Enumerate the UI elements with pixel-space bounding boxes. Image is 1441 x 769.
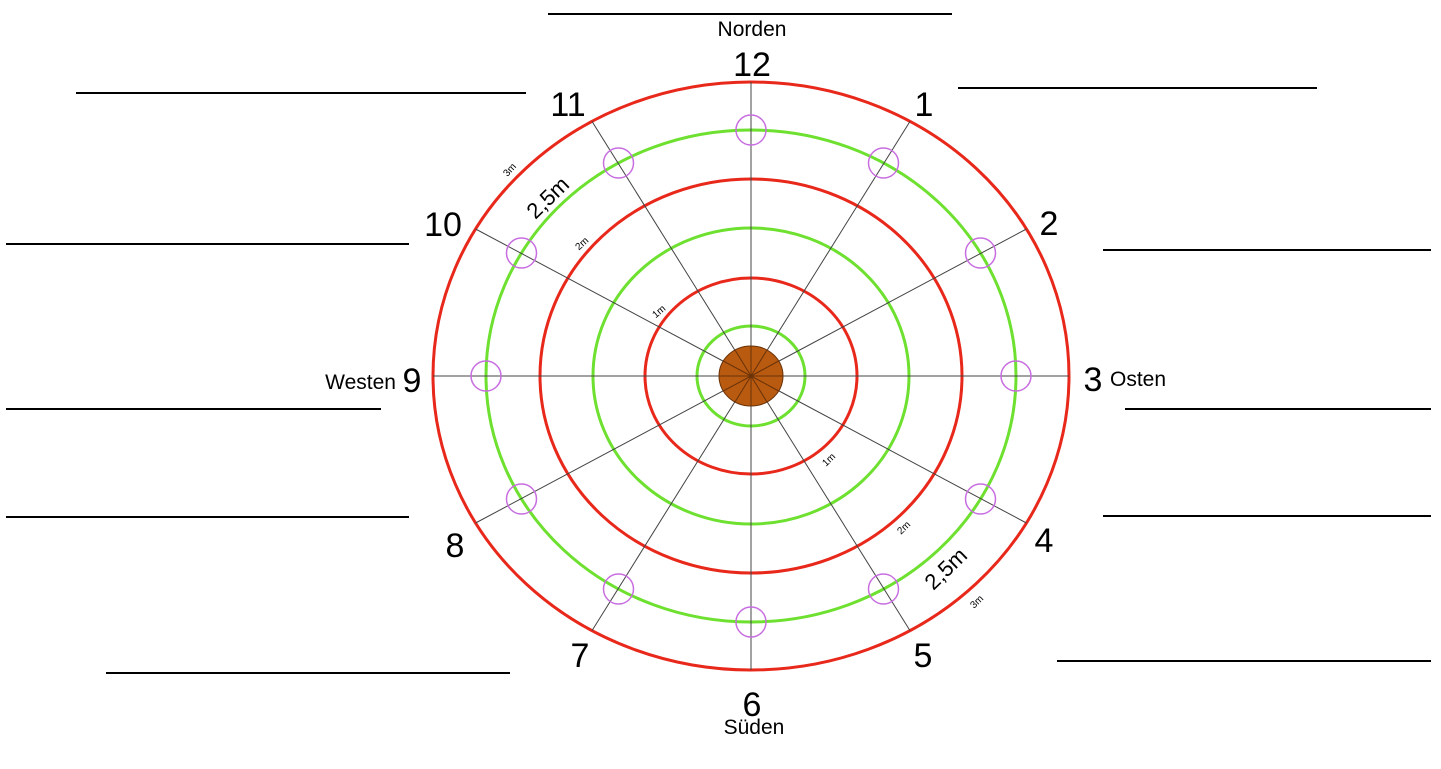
compass-west: Westen bbox=[325, 371, 396, 394]
trunk-line-11 bbox=[734, 349, 752, 377]
clock-numbers: 12 1 2 3 4 5 6 7 8 9 10 11 bbox=[403, 46, 1103, 724]
clock-number-12: 12 bbox=[733, 46, 771, 84]
ring-label-2-5m-bottom: 2,5m bbox=[920, 543, 973, 595]
compass-north: Norden bbox=[718, 18, 787, 41]
clock-number-1: 1 bbox=[915, 86, 934, 124]
trunk-line-8 bbox=[723, 375, 752, 392]
planting-marker-5 bbox=[867, 573, 900, 605]
trunk-line-7 bbox=[734, 375, 752, 403]
clock-number-5: 5 bbox=[914, 637, 933, 675]
clock-number-3: 3 bbox=[1084, 361, 1103, 399]
ring-label-2-5m-top: 2,5m bbox=[522, 172, 575, 224]
compass-labels: Norden Süden Westen Osten bbox=[325, 18, 1166, 739]
trunk-line-4 bbox=[750, 375, 779, 392]
spoke-2 bbox=[750, 228, 1027, 377]
trunk-line-10 bbox=[723, 360, 752, 377]
spoke-4 bbox=[750, 375, 1027, 524]
clock-number-7: 7 bbox=[571, 637, 590, 675]
compass-east: Osten bbox=[1110, 368, 1166, 391]
planting-marker-4 bbox=[964, 483, 997, 515]
planting-marker-1 bbox=[867, 147, 900, 179]
trunk-line-2 bbox=[750, 360, 779, 377]
planting-marker-9 bbox=[470, 360, 502, 392]
planting-marker-11 bbox=[602, 147, 635, 179]
planting-marker-7 bbox=[602, 573, 635, 605]
spoke-11 bbox=[591, 121, 752, 377]
clock-number-6: 6 bbox=[743, 686, 762, 724]
clock-spokes bbox=[433, 82, 1069, 670]
spoke-5 bbox=[750, 375, 911, 631]
ring-label-2m-bottom: 2m bbox=[895, 519, 913, 537]
planting-marker-12 bbox=[735, 114, 767, 146]
trunk-line-5 bbox=[750, 375, 768, 403]
spoke-10 bbox=[475, 228, 752, 377]
planting-marker-2 bbox=[964, 237, 997, 269]
clock-number-8: 8 bbox=[446, 527, 465, 565]
trunk-lines bbox=[719, 346, 783, 406]
clock-number-11: 11 bbox=[550, 86, 585, 124]
planting-marker-10 bbox=[505, 237, 538, 269]
answer-lines bbox=[6, 13, 1431, 674]
planting-marker-6 bbox=[735, 606, 767, 638]
clock-number-10: 10 bbox=[424, 206, 462, 244]
planting-marker-3 bbox=[1000, 360, 1032, 392]
planting-markers bbox=[470, 114, 1032, 638]
spoke-8 bbox=[475, 375, 752, 524]
planting-marker-8 bbox=[505, 483, 538, 515]
ring-label-1m-bottom: 1m bbox=[820, 451, 838, 469]
trunk-line-1 bbox=[750, 349, 768, 377]
clock-number-2: 2 bbox=[1040, 205, 1059, 243]
spoke-1 bbox=[750, 121, 911, 377]
compass-south: Süden bbox=[724, 716, 785, 739]
clock-number-9: 9 bbox=[403, 362, 422, 400]
ring-label-3m-bottom: 3m bbox=[968, 593, 986, 611]
spoke-7 bbox=[591, 375, 752, 631]
clock-number-4: 4 bbox=[1035, 522, 1054, 560]
